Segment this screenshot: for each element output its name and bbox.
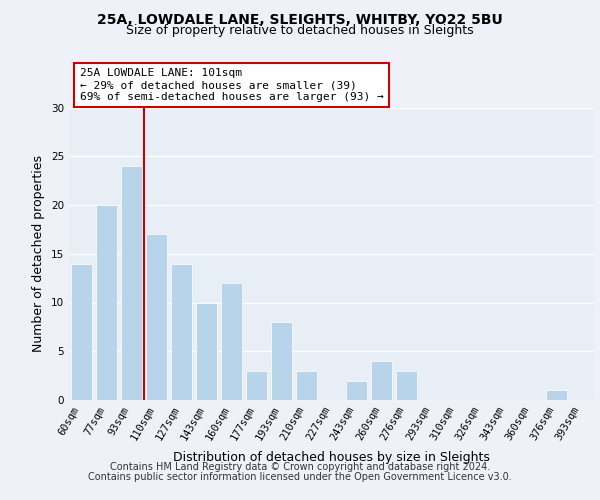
Bar (196, 302, 217, 400)
Bar (296, 371, 317, 400)
Text: Size of property relative to detached houses in Sleights: Size of property relative to detached ho… (126, 24, 474, 37)
Bar (121, 166, 142, 400)
Text: 25A, LOWDALE LANE, SLEIGHTS, WHITBY, YO22 5BU: 25A, LOWDALE LANE, SLEIGHTS, WHITBY, YO2… (97, 12, 503, 26)
Text: Contains public sector information licensed under the Open Government Licence v3: Contains public sector information licen… (88, 472, 512, 482)
Bar (171, 264, 192, 400)
Bar (71, 264, 92, 400)
Bar (271, 322, 292, 400)
Bar (346, 380, 367, 400)
Bar (371, 361, 392, 400)
Bar (221, 283, 242, 400)
Bar (396, 371, 417, 400)
Y-axis label: Number of detached properties: Number of detached properties (32, 155, 46, 352)
Text: 25A LOWDALE LANE: 101sqm
← 29% of detached houses are smaller (39)
69% of semi-d: 25A LOWDALE LANE: 101sqm ← 29% of detach… (79, 68, 383, 102)
X-axis label: Distribution of detached houses by size in Sleights: Distribution of detached houses by size … (173, 450, 490, 464)
Bar (146, 234, 167, 400)
Text: Contains HM Land Registry data © Crown copyright and database right 2024.: Contains HM Land Registry data © Crown c… (110, 462, 490, 472)
Bar (246, 371, 267, 400)
Bar (96, 205, 117, 400)
Bar (546, 390, 567, 400)
